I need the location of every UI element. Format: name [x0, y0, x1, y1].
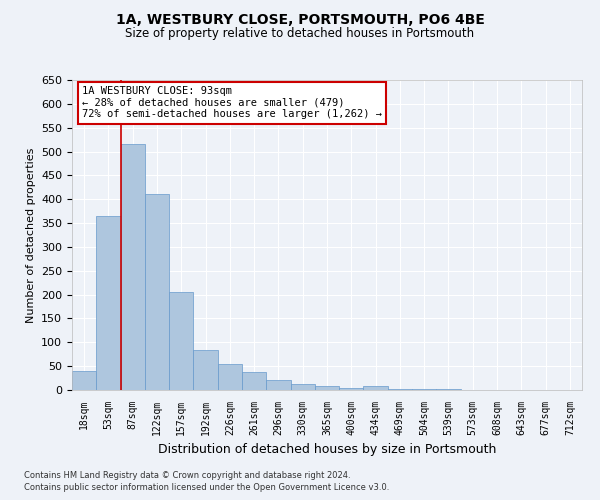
- X-axis label: Distribution of detached houses by size in Portsmouth: Distribution of detached houses by size …: [158, 444, 496, 456]
- Bar: [193, 350, 218, 390]
- Bar: [96, 216, 121, 390]
- Bar: [412, 389, 436, 390]
- Text: Contains public sector information licensed under the Open Government Licence v3: Contains public sector information licen…: [24, 484, 389, 492]
- Bar: [290, 384, 315, 390]
- Bar: [436, 389, 461, 390]
- Text: 1A WESTBURY CLOSE: 93sqm
← 28% of detached houses are smaller (479)
72% of semi-: 1A WESTBURY CLOSE: 93sqm ← 28% of detach…: [82, 86, 382, 120]
- Bar: [218, 364, 242, 390]
- Bar: [364, 386, 388, 390]
- Text: Size of property relative to detached houses in Portsmouth: Size of property relative to detached ho…: [125, 28, 475, 40]
- Bar: [145, 194, 169, 390]
- Bar: [169, 292, 193, 390]
- Text: 1A, WESTBURY CLOSE, PORTSMOUTH, PO6 4BE: 1A, WESTBURY CLOSE, PORTSMOUTH, PO6 4BE: [116, 12, 484, 26]
- Bar: [266, 380, 290, 390]
- Bar: [121, 144, 145, 390]
- Bar: [72, 371, 96, 390]
- Bar: [242, 372, 266, 390]
- Bar: [315, 386, 339, 390]
- Y-axis label: Number of detached properties: Number of detached properties: [26, 148, 35, 322]
- Text: Contains HM Land Registry data © Crown copyright and database right 2024.: Contains HM Land Registry data © Crown c…: [24, 471, 350, 480]
- Bar: [388, 389, 412, 390]
- Bar: [339, 388, 364, 390]
